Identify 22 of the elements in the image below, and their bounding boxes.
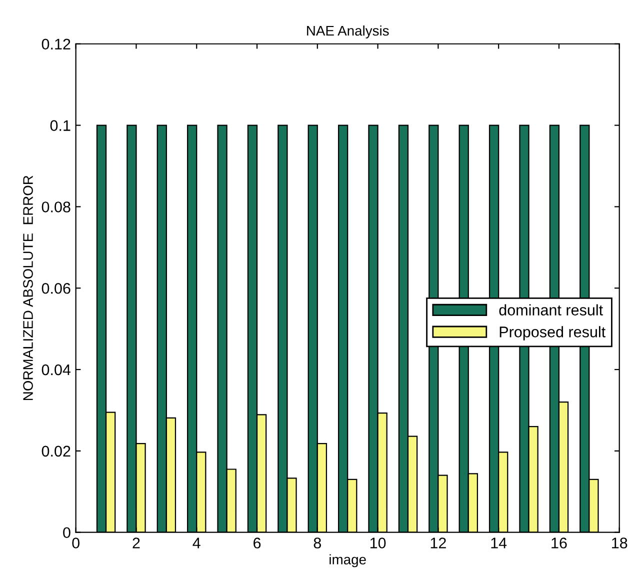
y-tick-label: 0.02	[42, 446, 70, 457]
y-tick-label: 0.08	[42, 202, 70, 212]
legend-label: dominant result	[499, 304, 603, 316]
x-tick-label: 4	[192, 538, 200, 548]
y-tick-label: 0	[63, 527, 70, 538]
y-tick-label: 0.04	[42, 364, 71, 376]
y-tick-label: 0.12	[42, 38, 70, 50]
y-tick-label: 0.06	[42, 282, 70, 294]
x-tick-label: 8	[314, 538, 321, 548]
x-tick-label: 16	[552, 538, 567, 548]
x-tick-label: 18	[612, 538, 628, 548]
chart-title: NAE Analysis	[307, 25, 389, 38]
x-tick-label: 10	[370, 538, 386, 548]
x-tick-label: 14	[491, 538, 507, 548]
y-tick-label: 0.1	[50, 120, 70, 131]
legend-label: Proposed result	[500, 326, 606, 340]
x-tick-label: 12	[430, 538, 446, 548]
y-axis-title: NORMALIZED ABSOLUTE ERROR	[23, 176, 33, 400]
x-tick-label: 6	[254, 538, 261, 548]
x-tick-label: 0	[72, 538, 80, 548]
x-axis-title: image	[330, 554, 366, 568]
x-tick-label: 2	[132, 538, 140, 548]
